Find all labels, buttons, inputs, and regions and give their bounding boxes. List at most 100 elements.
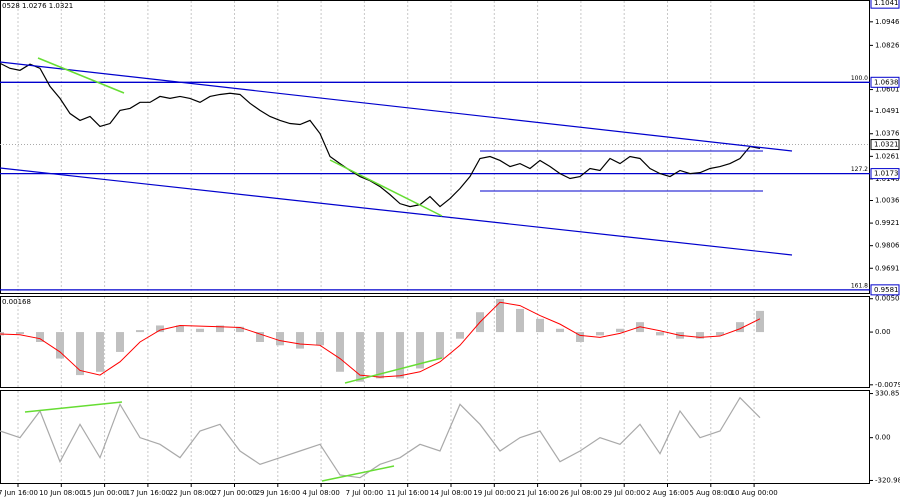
x-tick-label: 11 Jul 16:00	[387, 489, 429, 497]
histogram-bar	[276, 332, 284, 346]
histogram-bar	[76, 332, 84, 376]
histogram-bar	[376, 332, 384, 379]
divergence-line	[329, 159, 443, 217]
histogram-bar	[196, 328, 204, 333]
histogram-bar	[416, 332, 424, 369]
header: 0528 1.0276 1.0321	[2, 2, 73, 10]
y-tick-label: 1.0261	[875, 152, 900, 160]
histogram-bar	[336, 332, 344, 372]
cci-line	[0, 396, 761, 479]
x-tick-label: 14 Jul 08:00	[430, 489, 472, 497]
x-tick-label: 29 Jun 16:00	[256, 489, 300, 497]
cci-frame	[0, 390, 870, 484]
divergence-line	[344, 357, 443, 384]
histogram-bar	[356, 332, 364, 382]
price-line	[0, 62, 761, 208]
x-tick-label: 19 Jul 00:00	[473, 489, 515, 497]
histogram-bar	[556, 328, 564, 333]
x-tick-label: 27 Jun 00:00	[212, 489, 256, 497]
histogram-bar	[216, 325, 224, 333]
price-tag-label: 1.1041	[874, 0, 899, 7]
x-tick-label: 21 Jul 16:00	[517, 489, 559, 497]
y-tick-label: 0.00	[875, 434, 891, 442]
histogram-bar	[16, 332, 24, 335]
x-tick-label: 15 Jun 00:00	[82, 489, 126, 497]
panel-frames	[0, 0, 870, 484]
y-tick-label: 1.0036	[875, 197, 900, 205]
x-tick-label: 4 Jul 08:00	[302, 489, 340, 497]
histogram-bar	[616, 328, 624, 333]
x-tick-label: 17 Jun 16:00	[126, 489, 170, 497]
channel-line	[0, 167, 793, 256]
histogram-bar	[696, 332, 704, 339]
y-tick-label: 0.9691	[875, 264, 900, 272]
level-label: 161.8	[851, 282, 868, 289]
price-tag	[870, 168, 900, 180]
histogram-bar	[496, 298, 504, 333]
price-tag	[870, 76, 900, 88]
y-tick-label: 1.0491	[875, 107, 900, 115]
histogram-bar	[536, 318, 544, 333]
histogram-bar	[436, 332, 444, 359]
y-tick-label: 330.8524	[875, 390, 900, 398]
price-tag	[870, 139, 900, 151]
y-tick-label: 1.0376	[875, 130, 900, 138]
histogram-bar	[136, 330, 144, 333]
price-tag-label: 1.0321	[874, 141, 899, 149]
level-label: 100.0	[851, 75, 868, 82]
y-tick-label: 0.9806	[875, 242, 900, 250]
histogram-bar	[96, 332, 104, 372]
divergence-line	[24, 401, 123, 413]
histogram-bar	[316, 332, 324, 346]
y-tick-label: 1.0826	[875, 41, 900, 49]
level-label: 127.2	[851, 166, 868, 173]
y-tick-label: -320.985	[875, 476, 900, 484]
histogram-bar	[576, 332, 584, 342]
divergence-line	[321, 465, 395, 482]
divergence-line	[37, 57, 125, 94]
y-tick-label: 0.00	[875, 328, 891, 336]
histogram-bar	[36, 332, 44, 342]
price-tag	[870, 284, 900, 296]
histogram-bar	[736, 322, 744, 333]
y-tick-label: 0.9921	[875, 219, 900, 227]
y-tick-label: 1.0601	[875, 86, 900, 94]
x-tick-label: 7 Jul 00:00	[346, 489, 384, 497]
x-tick-label: 2 Aug 16:00	[646, 489, 689, 497]
histogram-bar	[256, 332, 264, 342]
y-tick-label: 1.0946	[875, 18, 900, 26]
histogram-bar	[656, 332, 664, 336]
histogram-bar	[156, 325, 164, 333]
x-tick-label: 26 Jul 08:00	[560, 489, 602, 497]
histogram-bar	[56, 332, 64, 359]
price-tag-label: 0.9581	[874, 286, 899, 294]
histogram-bar	[176, 325, 184, 333]
histogram-bar	[516, 308, 524, 333]
histogram-bar	[116, 332, 124, 352]
histogram-bar	[756, 310, 764, 333]
annotations	[0, 57, 793, 482]
macd-frame	[0, 296, 870, 388]
price-tag-label: 1.0173	[874, 170, 899, 178]
y-tick-label: 0.00504	[875, 295, 900, 303]
x-tick-label: 10 Jun 08:00	[39, 489, 83, 497]
histogram-bar	[396, 332, 404, 379]
signal-line	[0, 301, 761, 378]
price-tag	[870, 0, 900, 9]
histogram-bar	[296, 332, 304, 349]
histogram-bar	[236, 326, 244, 333]
channel-line	[0, 61, 793, 152]
x-tick-label: 7 Jun 16:00	[0, 489, 38, 497]
y-tick-label: -0.00797	[875, 381, 900, 389]
histogram-bar	[596, 332, 604, 336]
x-tick-label: 5 Aug 08:00	[689, 489, 732, 497]
x-tick-label: 10 Aug 00:00	[730, 489, 777, 497]
price-frame	[0, 0, 870, 294]
x-tick-label: 29 Jul 00:00	[603, 489, 645, 497]
histogram-bar	[456, 332, 464, 339]
price-tag-label: 1.0638	[874, 78, 899, 86]
x-tick-label: 22 Jun 08:00	[169, 489, 213, 497]
histogram-bar	[716, 332, 724, 336]
header: 0.00168	[2, 298, 31, 306]
